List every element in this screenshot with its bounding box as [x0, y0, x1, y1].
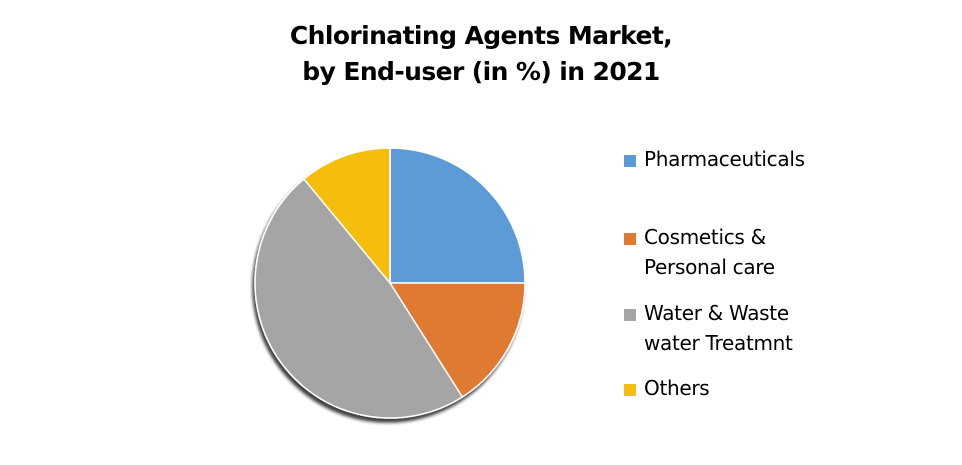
legend-label: Cosmetics &	[644, 225, 766, 249]
legend-item-water-treatment: Water & Waste water Treatmnt	[624, 298, 793, 358]
pie-slice-pharmaceuticals	[389, 147, 526, 284]
pie-slice-others	[303, 147, 391, 284]
chart-title-line-2: by End-user (in %) in 2021	[302, 57, 660, 86]
pie-slice-cosmetics	[389, 282, 526, 398]
chart-title-line-1: Chlorinating Agents Market,	[289, 21, 673, 50]
legend-label: water Treatmnt	[644, 331, 793, 355]
pie-chart	[254, 147, 526, 419]
legend-swatch-water-treatment	[624, 309, 636, 321]
legend-label: Water & Waste	[644, 301, 789, 325]
legend-item-cosmetics: Cosmetics & Personal care	[624, 222, 775, 282]
pie-slices	[254, 147, 526, 419]
legend-label: Others	[644, 376, 710, 400]
legend-swatch-others	[624, 384, 636, 396]
legend-item-pharmaceuticals: Pharmaceuticals	[624, 144, 805, 174]
pie-slice-water-treatment	[254, 178, 464, 419]
legend-swatch-pharmaceuticals	[624, 155, 636, 167]
legend-item-others: Others	[624, 373, 710, 403]
legend-label: Pharmaceuticals	[644, 147, 805, 171]
legend-label: Personal care	[644, 255, 775, 279]
chart-title: Chlorinating Agents Market, by End-user …	[0, 18, 962, 90]
legend-swatch-cosmetics	[624, 233, 636, 245]
